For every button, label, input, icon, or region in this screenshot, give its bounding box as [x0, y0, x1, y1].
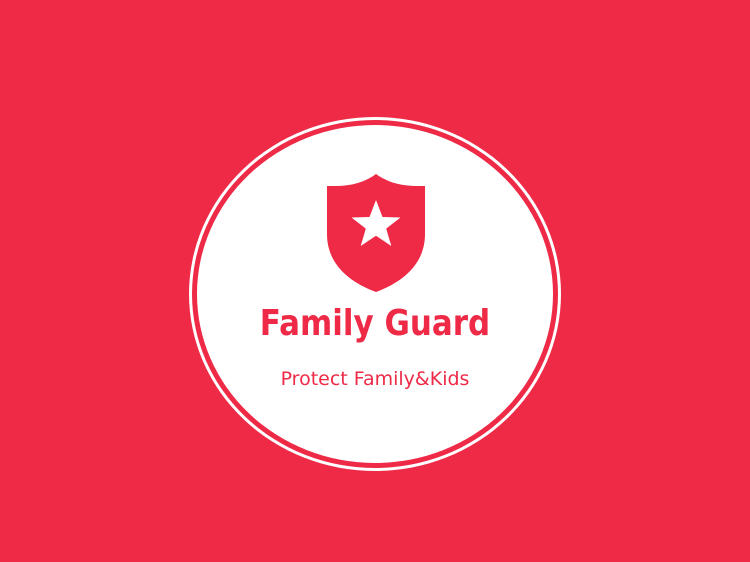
star-shape [351, 200, 401, 246]
shield-star-icon [327, 174, 425, 292]
brand-tagline: Protect Family&Kids [280, 368, 470, 390]
outer-circle-ring [189, 117, 561, 471]
brand-name: Family Guard [259, 303, 491, 344]
